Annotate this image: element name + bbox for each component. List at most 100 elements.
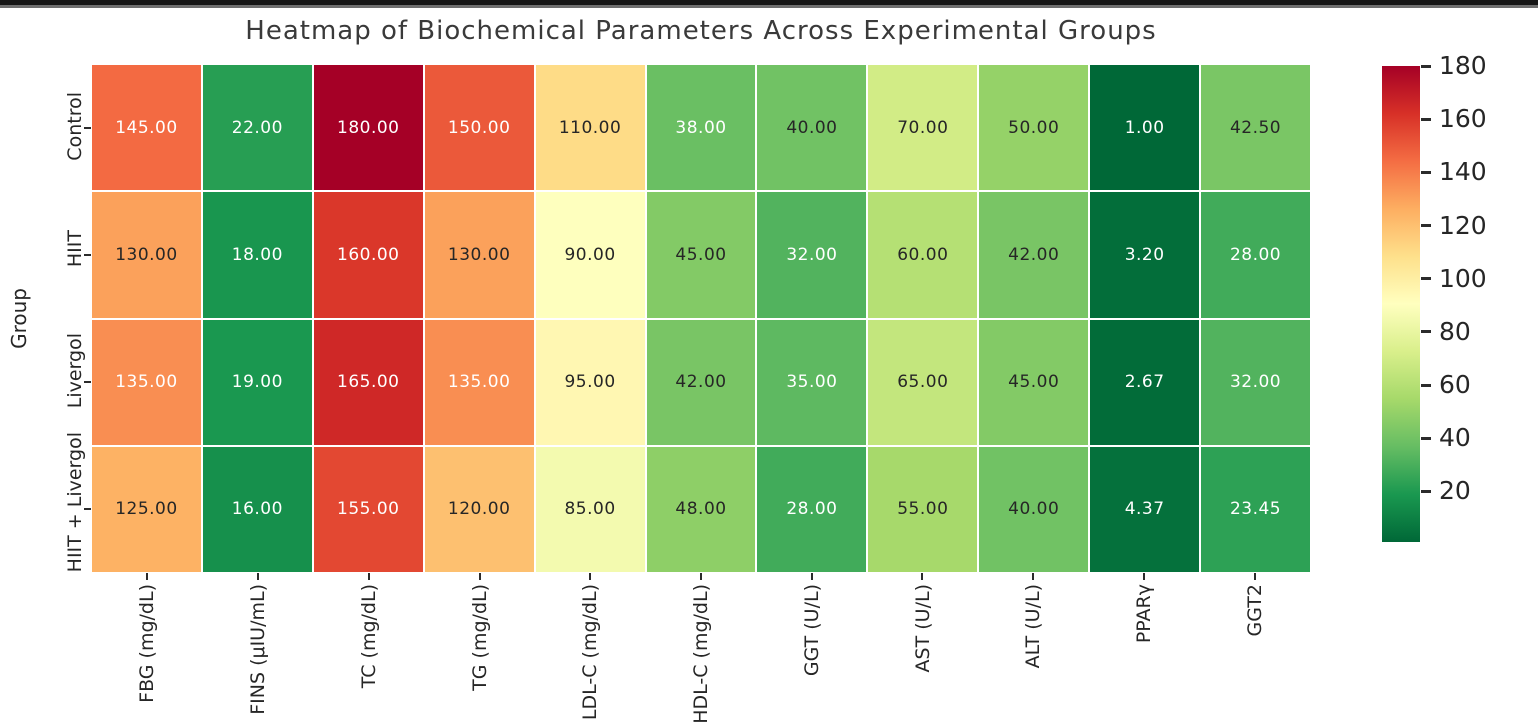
colorbar-tick-label: 80 (1439, 316, 1471, 346)
x-tick-label-text: LDL-C (mg/dL) (579, 584, 602, 721)
x-tick-labels: FBG (mg/dL) FINS (μIU/mL) TC (mg/dL) TG (mg… (92, 584, 1310, 727)
heatmap-cell: 28.00 (1201, 192, 1310, 318)
x-tick-mark (1032, 573, 1035, 580)
colorbar-tick-label: 140 (1439, 157, 1487, 187)
heatmap-cell: 50.00 (979, 65, 1089, 191)
x-tick-label: FINS (μIU/mL) (203, 584, 314, 727)
x-tick-label: ALT (U/L) (978, 584, 1089, 727)
heatmap-cell: 42.00 (979, 192, 1089, 318)
y-tick-mark (84, 507, 91, 510)
heatmap-cell: 70.00 (868, 65, 978, 191)
y-axis-label-text: Group (7, 288, 31, 349)
colorbar-tick-mark (1421, 117, 1431, 121)
heatmap-cell: 125.00 (92, 446, 201, 572)
colorbar-tick-mark (1421, 383, 1431, 387)
heatmap-cell: 23.45 (1201, 446, 1310, 572)
colorbar-tick-label: 20 (1439, 476, 1471, 506)
colorbar-tick-mark (1421, 277, 1431, 281)
heatmap-cell: 165.00 (313, 319, 423, 445)
x-tick-mark (589, 573, 592, 580)
heatmap-cell: 90.00 (535, 192, 645, 318)
heatmap-cell: 32.00 (757, 192, 867, 318)
y-tick-label: HIIT + Livergol (40, 432, 86, 572)
colorbar-tick-mark (1421, 489, 1431, 493)
x-tick-mark (810, 573, 813, 580)
heatmap-cell: 130.00 (424, 192, 534, 318)
x-tick-mark (921, 573, 924, 580)
x-tick-mark (367, 573, 370, 580)
colorbar-tick-mark (1421, 330, 1431, 334)
x-tick-label-text: AST (U/L) (911, 584, 934, 673)
heatmap-cell: 135.00 (424, 319, 534, 445)
y-tick-mark (84, 254, 91, 257)
x-tick-label-text: FINS (μIU/mL) (247, 584, 270, 715)
x-tick-label-text: TG (mg/dL) (468, 584, 491, 691)
heatmap-cell: 65.00 (868, 319, 978, 445)
heatmap-grid: 145.00 22.00 180.00 150.00 110.00 38.00 40.00 7… (92, 65, 1310, 572)
x-tick-label: TC (mg/dL) (313, 584, 424, 727)
heatmap-cell: 135.00 (92, 319, 201, 445)
x-tick-label-text: TC (mg/dL) (357, 584, 380, 689)
heatmap-cell: 42.00 (646, 319, 756, 445)
colorbar (1382, 66, 1420, 542)
colorbar-tick-label: 180 (1439, 51, 1487, 80)
x-tick-label-text: ALT (U/L) (1022, 584, 1045, 669)
colorbar-tick-label: 160 (1439, 104, 1487, 134)
y-tick-label-text: Control (64, 91, 86, 161)
y-tick-label: HIIT (40, 187, 86, 309)
y-tick-mark (84, 127, 91, 130)
x-tick-label-text: GGT2 (1243, 584, 1266, 637)
heatmap-cell: 150.00 (424, 65, 534, 191)
heatmap-cell: 3.20 (1090, 192, 1200, 318)
x-tick-label: AST (U/L) (867, 584, 978, 727)
heatmap-cell: 60.00 (868, 192, 978, 318)
colorbar-tick-mark (1421, 436, 1431, 440)
colorbar-tick-label: 120 (1439, 210, 1487, 240)
colorbar-tick-mark (1421, 170, 1431, 174)
y-tick-label: Control (40, 65, 86, 187)
heatmap-cell: 160.00 (313, 192, 423, 318)
heatmap-cell: 32.00 (1201, 319, 1310, 445)
x-tick-mark (146, 573, 149, 580)
heatmap-cell: 28.00 (757, 446, 867, 572)
colorbar-tick-mark (1421, 64, 1431, 68)
heatmap-cell: 85.00 (535, 446, 645, 572)
y-tick-mark (84, 380, 91, 383)
x-tick-mark (478, 573, 481, 580)
heatmap-cell: 110.00 (535, 65, 645, 191)
heatmap-cell: 38.00 (646, 65, 756, 191)
heatmap-cell: 19.00 (202, 319, 312, 445)
heatmap-cell: 42.50 (1201, 65, 1310, 191)
x-tick-label-text: FBG (mg/dL) (136, 584, 159, 703)
heatmap-cell: 40.00 (757, 65, 867, 191)
x-tick-label: PPARγ (1089, 584, 1200, 727)
x-tick-label: GGT (U/L) (756, 584, 867, 727)
heatmap-cell: 95.00 (535, 319, 645, 445)
y-tick-label-text: Livergol (64, 332, 86, 409)
heatmap-cell: 35.00 (757, 319, 867, 445)
x-tick-label-text: HDL-C (mg/dL) (690, 584, 713, 724)
heatmap-cell: 145.00 (92, 65, 201, 191)
heatmap-cell: 45.00 (646, 192, 756, 318)
x-tick-label: GGT2 (1199, 584, 1310, 727)
chart-title: Heatmap of Biochemical Parameters Across… (245, 16, 1157, 46)
y-axis-label: Group (4, 65, 34, 572)
x-tick-mark (257, 573, 260, 580)
x-tick-label-text: PPARγ (1132, 584, 1155, 644)
heatmap-cell: 1.00 (1090, 65, 1200, 191)
x-tick-label-text: GGT (U/L) (800, 584, 823, 677)
window-top-border (0, 0, 1538, 8)
x-tick-label: TG (mg/dL) (424, 584, 535, 727)
x-tick-mark (1253, 573, 1256, 580)
colorbar-tick-mark (1421, 224, 1431, 228)
x-tick-mark (700, 573, 702, 580)
heatmap-cell: 130.00 (92, 192, 201, 318)
x-tick-label: LDL-C (mg/dL) (535, 584, 646, 727)
heatmap-cell: 2.67 (1090, 319, 1200, 445)
heatmap-cell: 4.37 (1090, 446, 1200, 572)
heatmap-cell: 180.00 (313, 65, 423, 191)
colorbar-tick-label: 60 (1439, 370, 1471, 400)
y-tick-label: Livergol (40, 309, 86, 431)
x-tick-label: FBG (mg/dL) (92, 584, 203, 727)
